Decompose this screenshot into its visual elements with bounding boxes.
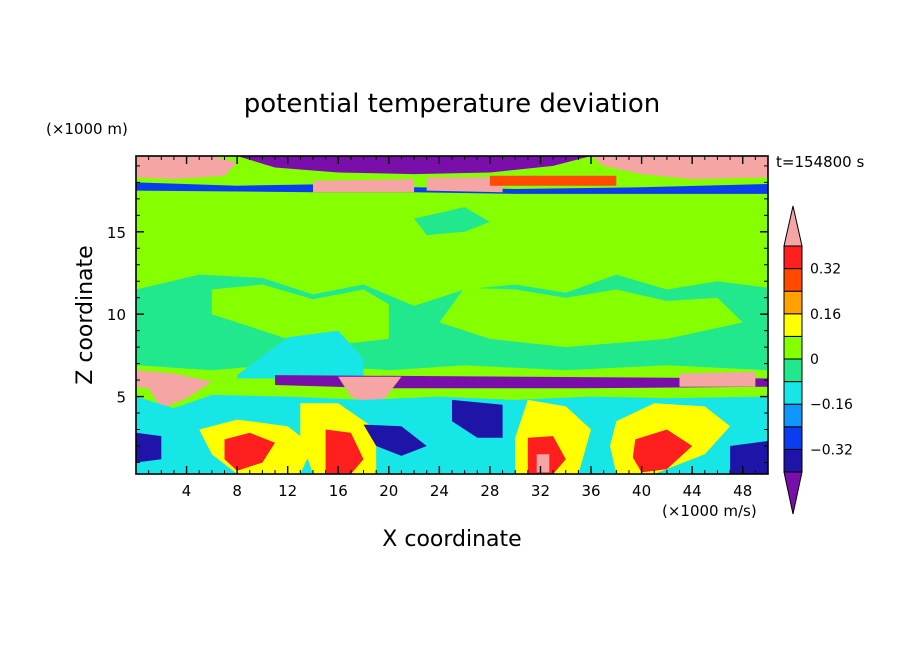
- chart-title: potential temperature deviation: [244, 89, 660, 119]
- x-axis-ticks: 4 8 12 16 20 24 28 32 36 40 44 48: [135, 156, 769, 500]
- x-tick-label: 36: [581, 482, 600, 500]
- contour-region-1: [591, 156, 768, 180]
- y-axis-ticks: 5 10 15: [107, 165, 768, 463]
- x-tick-label: 48: [733, 482, 752, 500]
- y-tick-label: 15: [107, 224, 126, 242]
- y-axis-label: Z coordinate: [73, 245, 98, 384]
- colorbar-band: [783, 381, 803, 405]
- colorbar-band: [783, 313, 803, 337]
- colorbar-band: [783, 290, 803, 315]
- y-units-label: (×1000 m): [46, 120, 128, 138]
- x-tick-label: 20: [379, 482, 398, 500]
- x-units-label: (×1000 m/s): [662, 502, 757, 520]
- contour-region-27: [452, 399, 503, 438]
- colorbar: 0.32 0.16 0 −0.16 −0.32: [783, 205, 853, 515]
- colorbar-label: 0: [810, 352, 819, 368]
- y-tick-label: 10: [107, 306, 126, 324]
- colorbar-band: [783, 403, 803, 428]
- contour-region-25: [632, 429, 693, 473]
- contour-region-8: [211, 284, 389, 348]
- colorbar-label: 0.16: [810, 307, 841, 323]
- contour-region-2: [237, 156, 591, 175]
- contour-region-28: [730, 441, 768, 474]
- contour-region-18: [224, 432, 275, 471]
- contour-region-5: [426, 177, 503, 193]
- contour-region-29: [136, 432, 162, 463]
- x-tick-label: 16: [329, 482, 348, 500]
- colorbar-label: 0.32: [810, 262, 841, 278]
- y-tick-label: 5: [116, 389, 126, 407]
- contour-region-0: [136, 156, 238, 180]
- colorbar-band: [783, 268, 803, 292]
- colorbar-band: [783, 426, 803, 450]
- contour-region-10: [414, 207, 490, 236]
- contour-region-26: [363, 424, 427, 456]
- colorbar-extend-bottom: [783, 471, 803, 515]
- colorbar-band: [783, 245, 803, 270]
- x-tick-label: 44: [683, 482, 702, 500]
- contour-region-14: [338, 376, 402, 409]
- x-tick-label: 8: [232, 482, 242, 500]
- contour-region-15: [679, 371, 756, 387]
- x-tick-label: 12: [278, 482, 297, 500]
- contour-region-9: [439, 287, 743, 348]
- colorbar-band: [783, 448, 803, 473]
- contour-region-13: [136, 370, 212, 409]
- x-tick-label: 24: [430, 482, 449, 500]
- plot-area: [136, 156, 768, 474]
- time-label: t=154800 s: [776, 153, 864, 171]
- x-tick-label: 32: [531, 482, 550, 500]
- colorbar-label: −0.16: [810, 397, 853, 413]
- colorbar-label: −0.32: [810, 442, 853, 458]
- x-axis-label: X coordinate: [382, 527, 521, 552]
- contour-region-6: [489, 175, 617, 186]
- x-tick-label: 4: [182, 482, 192, 500]
- colorbar-band: [783, 335, 803, 360]
- contour-regions: [136, 156, 768, 474]
- colorbar-extend-top: [783, 205, 803, 247]
- x-tick-label: 40: [632, 482, 651, 500]
- contour-region-23: [536, 454, 550, 473]
- colorbar-band: [783, 358, 803, 383]
- x-tick-label: 28: [480, 482, 499, 500]
- contour-region-11: [237, 330, 364, 379]
- contour-region-4: [313, 179, 415, 193]
- contour-region-20: [325, 429, 364, 474]
